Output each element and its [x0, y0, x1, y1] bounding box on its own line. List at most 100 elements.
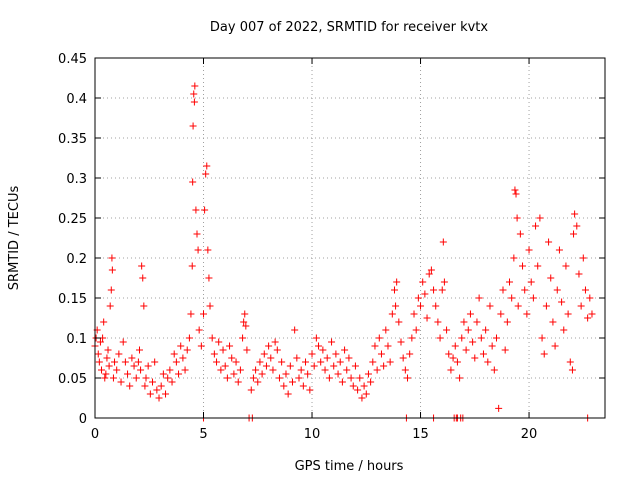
- data-point: [247, 386, 255, 394]
- data-point: [102, 370, 110, 378]
- data-point: [280, 382, 288, 390]
- data-point: [516, 230, 524, 238]
- data-point: [254, 378, 262, 386]
- data-point: [151, 358, 159, 366]
- data-point: [132, 374, 140, 382]
- data-point: [177, 342, 185, 350]
- data-point: [106, 302, 114, 310]
- data-point: [334, 370, 342, 378]
- data-point: [549, 318, 557, 326]
- y-tick-label: 0.2: [66, 252, 87, 267]
- data-point: [380, 362, 388, 370]
- data-point: [124, 370, 132, 378]
- data-point: [105, 362, 113, 370]
- data-point: [338, 378, 346, 386]
- data-point: [458, 334, 466, 342]
- data-point: [299, 382, 307, 390]
- data-point: [547, 274, 555, 282]
- data-point: [239, 334, 247, 342]
- data-point: [323, 354, 331, 362]
- data-point: [427, 266, 435, 274]
- data-point: [508, 294, 516, 302]
- data-point: [295, 374, 303, 382]
- data-point: [284, 390, 292, 398]
- data-point: [188, 262, 196, 270]
- data-point: [100, 318, 108, 326]
- data-point: [367, 378, 375, 386]
- data-point: [203, 162, 211, 170]
- data-point: [449, 354, 457, 362]
- data-point: [534, 262, 542, 270]
- data-point: [356, 374, 364, 382]
- data-point: [540, 350, 548, 358]
- data-point: [558, 298, 566, 306]
- data-point: [278, 358, 286, 366]
- data-point: [581, 286, 589, 294]
- data-point: [275, 374, 283, 382]
- data-point: [503, 318, 511, 326]
- data-point: [570, 230, 578, 238]
- data-point: [513, 214, 521, 222]
- data-point: [206, 302, 214, 310]
- data-point: [119, 338, 127, 346]
- data-point: [232, 358, 240, 366]
- x-axis-title: GPS time / hours: [295, 459, 404, 474]
- data-point: [260, 350, 268, 358]
- data-point: [354, 386, 362, 394]
- data-point: [343, 366, 351, 374]
- data-point: [153, 386, 161, 394]
- data-point: [135, 346, 143, 354]
- data-point: [175, 370, 183, 378]
- data-point: [325, 374, 333, 382]
- data-point: [312, 334, 320, 342]
- data-point: [445, 350, 453, 358]
- data-point: [332, 350, 340, 358]
- data-point: [205, 274, 213, 282]
- data-point: [453, 358, 461, 366]
- data-point: [228, 354, 236, 362]
- data-point: [291, 326, 299, 334]
- data-point: [94, 350, 102, 358]
- data-point: [588, 310, 596, 318]
- data-point: [190, 90, 198, 98]
- data-point: [288, 378, 296, 386]
- data-point: [195, 326, 203, 334]
- data-point: [115, 350, 123, 358]
- data-point: [234, 378, 242, 386]
- data-point: [252, 366, 260, 374]
- data-point: [560, 326, 568, 334]
- data-point: [95, 358, 103, 366]
- data-point: [584, 314, 592, 322]
- data-point: [362, 390, 370, 398]
- data-point: [159, 370, 167, 378]
- data-point: [451, 342, 459, 350]
- data-point: [360, 382, 368, 390]
- data-point: [142, 374, 150, 382]
- data-point: [536, 214, 544, 222]
- data-point: [501, 346, 509, 354]
- data-point: [181, 366, 189, 374]
- data-point: [571, 210, 579, 218]
- data-point: [262, 362, 270, 370]
- data-point: [527, 278, 535, 286]
- data-point: [377, 350, 385, 358]
- data-point: [488, 342, 496, 350]
- data-point: [469, 338, 477, 346]
- data-point: [519, 262, 527, 270]
- data-point: [108, 266, 116, 274]
- data-point: [328, 338, 336, 346]
- data-point: [240, 318, 248, 326]
- data-point: [404, 374, 412, 382]
- data-point: [157, 382, 165, 390]
- data-point: [139, 274, 147, 282]
- data-point: [190, 98, 198, 106]
- data-point: [134, 358, 142, 366]
- data-point: [113, 366, 121, 374]
- data-point: [241, 310, 249, 318]
- data-point: [189, 122, 197, 130]
- data-point: [103, 354, 111, 362]
- data-point: [412, 326, 420, 334]
- data-point: [317, 358, 325, 366]
